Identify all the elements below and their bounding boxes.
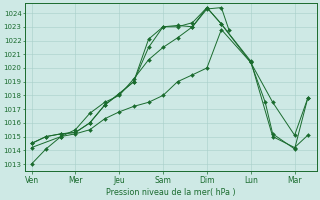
X-axis label: Pression niveau de la mer( hPa ): Pression niveau de la mer( hPa ): [106, 188, 236, 197]
